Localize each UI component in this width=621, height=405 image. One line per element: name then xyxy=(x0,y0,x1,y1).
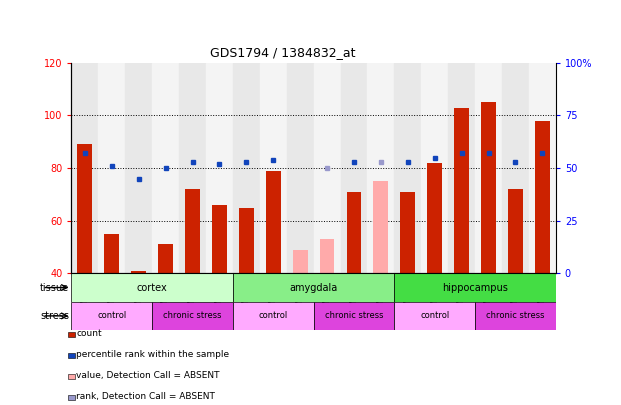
Bar xyxy=(158,244,173,273)
Bar xyxy=(320,239,335,273)
Bar xyxy=(481,102,496,273)
Text: chronic stress: chronic stress xyxy=(325,311,383,320)
Bar xyxy=(314,63,340,273)
Bar xyxy=(448,63,475,273)
Text: control: control xyxy=(258,311,288,320)
Bar xyxy=(71,273,233,302)
Text: cortex: cortex xyxy=(137,283,168,292)
Bar xyxy=(131,271,146,273)
Bar xyxy=(347,192,361,273)
Bar xyxy=(287,63,314,273)
Text: control: control xyxy=(97,311,127,320)
Bar xyxy=(78,145,93,273)
Bar xyxy=(179,63,206,273)
Bar xyxy=(98,63,125,273)
Bar xyxy=(104,234,119,273)
Text: amygdala: amygdala xyxy=(289,283,338,292)
Bar xyxy=(239,207,254,273)
Bar xyxy=(233,302,314,330)
Bar xyxy=(292,249,307,273)
Bar xyxy=(152,63,179,273)
Bar xyxy=(502,63,529,273)
Text: tissue: tissue xyxy=(40,283,69,292)
Bar xyxy=(454,107,469,273)
Bar xyxy=(368,63,394,273)
Bar xyxy=(394,302,475,330)
Bar xyxy=(401,192,415,273)
Bar xyxy=(427,163,442,273)
Bar xyxy=(185,189,200,273)
Bar xyxy=(233,273,394,302)
Bar xyxy=(529,63,556,273)
Text: hippocampus: hippocampus xyxy=(442,283,508,292)
Text: chronic stress: chronic stress xyxy=(486,311,545,320)
Bar xyxy=(260,63,287,273)
Bar xyxy=(71,63,98,273)
Bar xyxy=(394,63,421,273)
Bar xyxy=(233,63,260,273)
Bar xyxy=(535,121,550,273)
Text: stress: stress xyxy=(40,311,69,321)
Text: GDS1794 / 1384832_at: GDS1794 / 1384832_at xyxy=(210,46,355,59)
Text: percentile rank within the sample: percentile rank within the sample xyxy=(76,350,229,359)
Text: value, Detection Call = ABSENT: value, Detection Call = ABSENT xyxy=(76,371,220,380)
Bar xyxy=(475,302,556,330)
Bar xyxy=(71,302,152,330)
Bar xyxy=(508,189,523,273)
Bar xyxy=(212,205,227,273)
Text: control: control xyxy=(420,311,450,320)
Bar xyxy=(394,273,556,302)
Text: chronic stress: chronic stress xyxy=(163,311,222,320)
Bar xyxy=(266,171,281,273)
Text: rank, Detection Call = ABSENT: rank, Detection Call = ABSENT xyxy=(76,392,215,401)
Bar xyxy=(475,63,502,273)
Text: count: count xyxy=(76,329,102,338)
Bar xyxy=(373,181,388,273)
Bar xyxy=(206,63,233,273)
Bar xyxy=(125,63,152,273)
Bar xyxy=(314,302,394,330)
Bar xyxy=(421,63,448,273)
Bar xyxy=(152,302,233,330)
Bar xyxy=(340,63,368,273)
